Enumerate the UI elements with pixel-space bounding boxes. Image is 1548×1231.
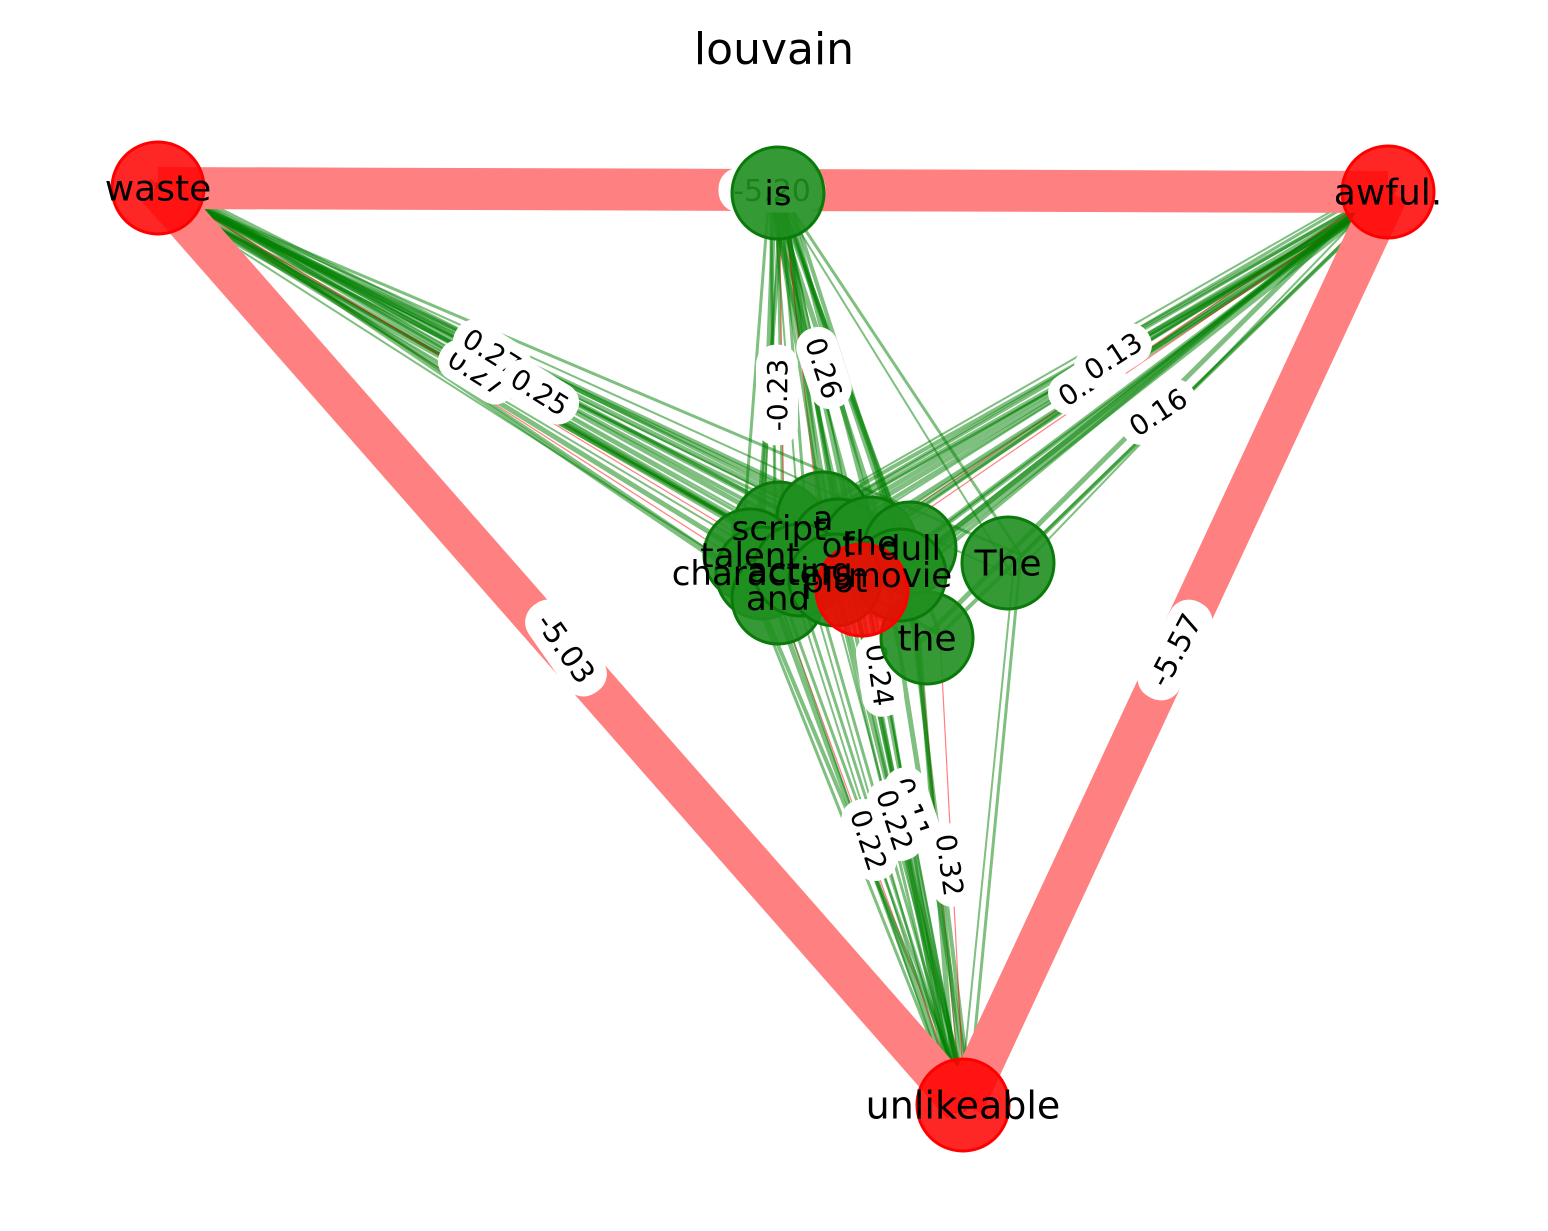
edge-label-bg (925, 823, 975, 907)
thin-edge (959, 575, 1014, 1104)
node-circle (730, 145, 826, 241)
node-awful (1340, 144, 1436, 240)
node-label-The: The (974, 544, 1042, 585)
node-label-characters: characters (672, 554, 853, 594)
node-label-the2: the (842, 524, 898, 564)
edge-label-bg (1074, 323, 1152, 389)
node-label-dull: dull (879, 529, 941, 569)
node-label-talent: talent (700, 536, 799, 576)
edge-label: -5.03 (525, 599, 607, 697)
node-circle (110, 140, 206, 236)
graph-title: louvain (693, 24, 855, 75)
node-label-movie: movie (848, 556, 952, 596)
node-label-plot: plot (802, 561, 867, 601)
node-label-waste: waste (105, 169, 212, 210)
nodes-layer: waste awful.unlikeableisThethescriptatale… (105, 140, 1442, 1153)
node-label-and: and (746, 579, 810, 619)
node-label-a: a (813, 499, 834, 539)
edge-label-bg (525, 599, 607, 697)
node-label-acting: acting (747, 551, 852, 591)
node-label-awful: awful. (1334, 173, 1442, 214)
edge-label-bg (867, 778, 923, 862)
edge-label-bg (1137, 599, 1213, 701)
edge-label-text: -0.23 (761, 359, 794, 431)
node-label-the: the (897, 619, 956, 660)
node-label-unlikeable: unlikeable (866, 1083, 1061, 1127)
thin-edge (781, 195, 1023, 556)
edge-label-bg (756, 344, 798, 446)
thin-edge (966, 554, 1023, 1109)
thin-edge (865, 185, 1390, 600)
node-label-script: script (732, 509, 827, 549)
edge-label-bg (500, 359, 580, 425)
node-is (730, 145, 826, 241)
edge-label: -0.23 (756, 344, 798, 446)
edge-label: -5.57 (1137, 599, 1213, 701)
edge-label: 0.32 (925, 823, 975, 907)
node-The (960, 515, 1056, 611)
node-circle (960, 515, 1056, 611)
node-circle (915, 1057, 1011, 1153)
edge-label-bg (796, 326, 852, 410)
edge-label-bg (1119, 379, 1197, 445)
node-label-of: of (822, 526, 856, 566)
node-hidden (814, 542, 910, 638)
thin-edge (774, 190, 1014, 577)
node-label-is: is (764, 174, 791, 214)
node-waste (110, 140, 206, 236)
edge-label-bg (437, 339, 517, 405)
node-circle (814, 542, 910, 638)
node-circle (1340, 144, 1436, 240)
thin-edges-layer (149, 178, 1398, 1114)
node-unlikeable (915, 1057, 1011, 1153)
